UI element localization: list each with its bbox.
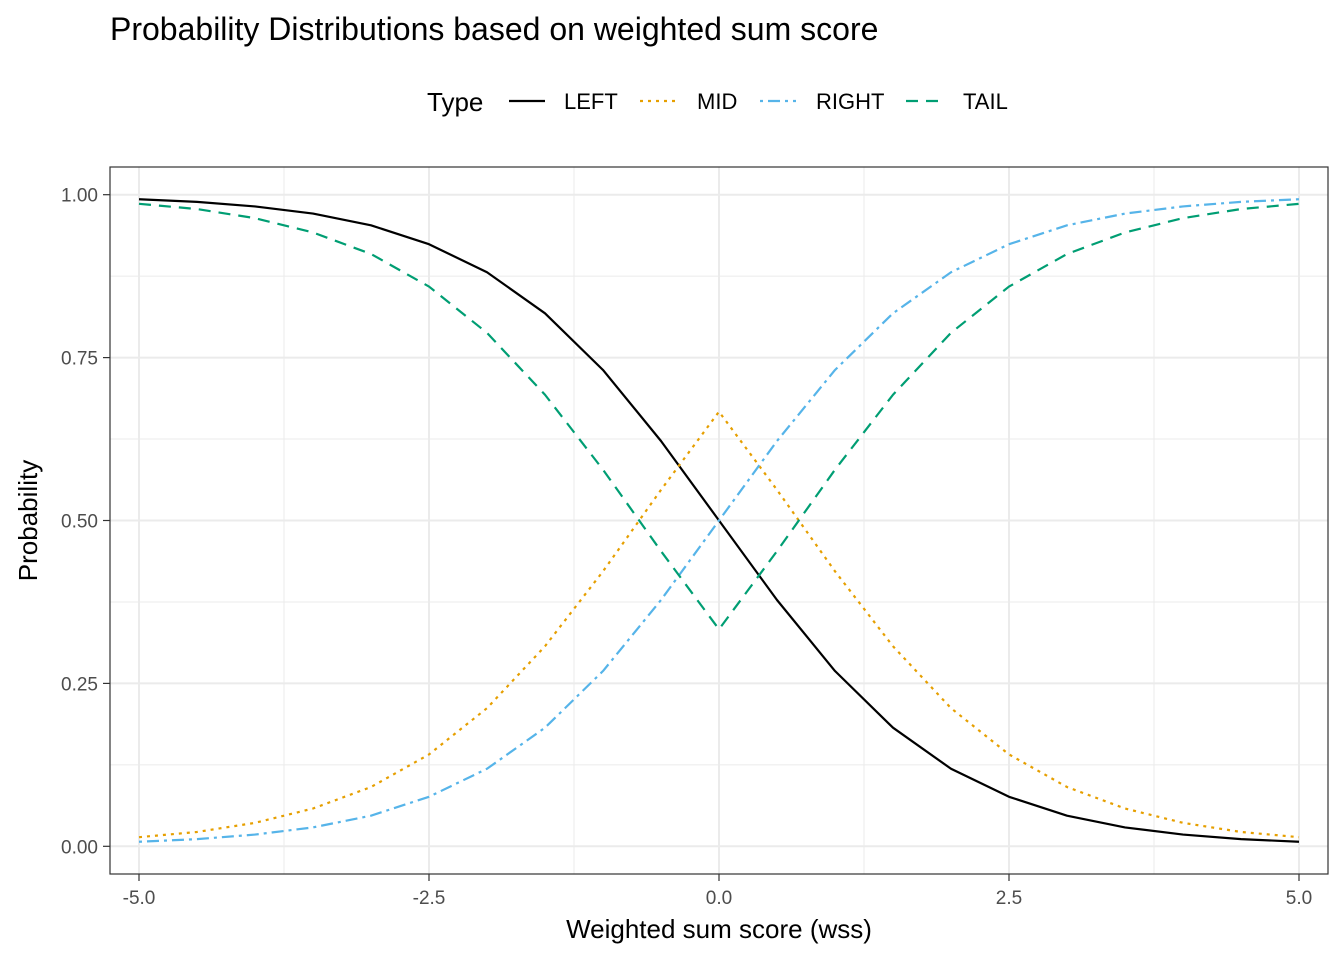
x-tick-label: -5.0 bbox=[123, 888, 156, 909]
legend-title: Type bbox=[427, 87, 483, 117]
legend-label-right: RIGHT bbox=[816, 89, 884, 114]
plot-panel bbox=[109, 166, 1329, 875]
legend: Type LEFT MID RIGHT TAIL bbox=[427, 87, 1008, 117]
legend-label-mid: MID bbox=[697, 89, 737, 114]
x-tick-label: -2.5 bbox=[413, 888, 446, 909]
grid-major bbox=[110, 167, 1328, 874]
legend-label-tail: TAIL bbox=[963, 89, 1008, 114]
y-tick-label: 1.00 bbox=[61, 186, 98, 207]
x-tick-label: 0.0 bbox=[706, 888, 732, 909]
x-axis: -5.0 -2.5 0.0 2.5 5.0 bbox=[123, 874, 1312, 909]
legend-label-left: LEFT bbox=[564, 89, 618, 114]
y-axis: 0.00 0.25 0.50 0.75 1.00 bbox=[61, 186, 110, 858]
x-axis-title: Weighted sum score (wss) bbox=[566, 914, 872, 944]
y-tick-label: 0.50 bbox=[61, 512, 98, 533]
chart-title: Probability Distributions based on weigh… bbox=[110, 11, 878, 47]
series-line-right bbox=[138, 198, 1300, 843]
x-tick-label: 2.5 bbox=[996, 888, 1022, 909]
y-axis-title: Probability bbox=[13, 460, 43, 581]
x-tick-label: 5.0 bbox=[1286, 888, 1312, 909]
y-tick-label: 0.25 bbox=[61, 674, 98, 695]
y-tick-label: 0.00 bbox=[61, 837, 98, 858]
series-lines bbox=[138, 198, 1300, 843]
y-tick-label: 0.75 bbox=[61, 349, 98, 370]
